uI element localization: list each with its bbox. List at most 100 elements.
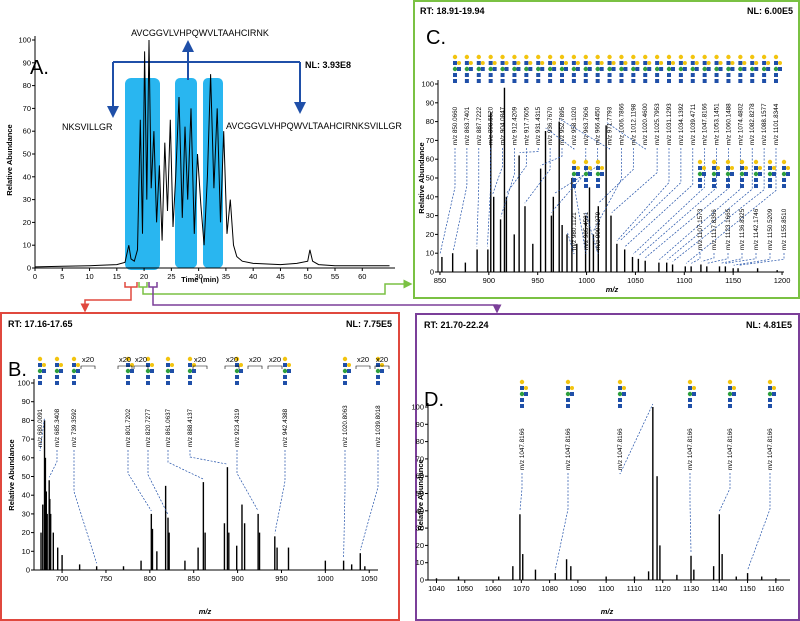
- glycan-icon-part: [667, 73, 671, 77]
- glycan-icon-part: [772, 172, 776, 176]
- glycan-icon-part: [726, 54, 731, 60]
- x-tick-label: 0: [33, 272, 37, 281]
- annotation-label: m/z 1060.1488: [725, 103, 732, 145]
- glycan-icon-part: [732, 392, 736, 396]
- glycan-icon-part: [758, 166, 762, 170]
- glycan-icon-part: [740, 166, 744, 170]
- glycan-icon-part: [187, 368, 193, 374]
- leader-line: [720, 253, 743, 264]
- glycan-icon-part: [595, 66, 600, 72]
- glycan-icon-part: [768, 178, 772, 182]
- y-tick-label: 90: [416, 420, 424, 429]
- glycan-icon-part: [738, 66, 743, 72]
- glycan-icon-part: [631, 66, 636, 72]
- glycan-icon-part: [726, 66, 731, 72]
- glycan-icon-part: [728, 386, 732, 390]
- glycan-icon-part: [536, 66, 541, 72]
- leader-line: [48, 450, 58, 478]
- glycan-icon-part: [587, 67, 592, 71]
- glycan-icon-part: [778, 61, 782, 65]
- annotation-label: m/z 1034.1392: [678, 103, 685, 145]
- glycan-icon-part: [528, 67, 533, 71]
- rt-label: RT: 18.91-19.94: [420, 6, 485, 16]
- annotation-label: m/z 952.7895: [559, 106, 566, 145]
- annotation-label: m/z 1047.8166: [767, 428, 774, 470]
- glycan-icon-part: [739, 159, 745, 165]
- glycan-icon-part: [643, 66, 648, 72]
- glycan-icon-part: [575, 61, 580, 65]
- glycan-icon-part: [694, 61, 699, 65]
- glycan-icon-part: [768, 386, 772, 390]
- glycan-icon-part: [766, 67, 771, 71]
- glycan-icon-part: [750, 73, 755, 77]
- leader-line: [453, 148, 468, 251]
- leader-line: [167, 450, 204, 480]
- glycan-icon-part: [711, 171, 717, 177]
- glycan-icon-part: [536, 54, 541, 60]
- leader-line: [519, 148, 539, 153]
- glycan-icon-part: [647, 61, 652, 65]
- annotation-label: m/z 912.4209: [511, 106, 518, 145]
- x-tick-label: 900: [231, 574, 244, 583]
- leader-line: [672, 148, 765, 262]
- glycan-icon-part: [726, 178, 730, 182]
- glycan-icon-part: [187, 356, 193, 362]
- annotation-label: m/z 1053.1451: [714, 103, 721, 145]
- leader-line: [645, 148, 729, 258]
- x-tick-label: 850: [434, 276, 447, 285]
- leader-line: [585, 212, 599, 255]
- annotation-label: m/z 850.0660: [452, 106, 459, 145]
- leader-line: [659, 148, 741, 260]
- glycan-icon-part: [671, 67, 675, 71]
- zoom-bracket: [247, 365, 263, 369]
- glycan-icon-part: [560, 73, 564, 77]
- annotation-label: m/z 904.0847: [500, 106, 507, 145]
- glycan-icon-part: [125, 368, 131, 374]
- y-tick-label: 10: [23, 241, 31, 250]
- glycan-icon-part: [536, 73, 541, 77]
- annotation-label: m/z 1082.8278: [749, 103, 756, 145]
- glycan-icon-part: [376, 363, 380, 367]
- y-tick-label: 80: [416, 437, 424, 446]
- leader-line: [554, 473, 569, 571]
- glycan-icon-part: [767, 391, 773, 397]
- zoom-label: x20: [376, 355, 388, 364]
- glycan-icon-part: [742, 61, 747, 65]
- x-tick-label: 40: [249, 272, 257, 281]
- annotation-label: m/z 1047.8166: [565, 428, 572, 470]
- glycan-icon-part: [452, 66, 458, 72]
- x-tick-label: 25: [167, 272, 175, 281]
- x-tick-label: 1100: [598, 584, 614, 593]
- glycan-icon-part: [726, 79, 731, 83]
- glycan-icon-part: [716, 166, 720, 170]
- glycan-icon-part: [453, 61, 457, 65]
- glycan-icon-part: [781, 159, 787, 165]
- glycan-icon-part: [130, 369, 134, 373]
- annotation-label: m/z 931.4315: [535, 106, 542, 145]
- glycan-icon-part: [468, 67, 473, 71]
- zoom-label: x20: [82, 355, 94, 364]
- glycan-icon-part: [55, 375, 59, 379]
- glycan-icon-part: [583, 66, 588, 72]
- leader-line: [738, 253, 785, 266]
- glycan-icon-part: [520, 398, 524, 402]
- glycan-icon-part: [283, 375, 287, 379]
- panel-frame: [413, 0, 800, 299]
- annotation-label: m/z 971.7793: [607, 106, 614, 145]
- leader-line: [189, 450, 228, 465]
- glycan-icon-part: [42, 363, 46, 367]
- glycan-icon-part: [524, 61, 529, 65]
- x-tick-label: 35: [222, 272, 230, 281]
- glycan-icon-part: [516, 61, 521, 65]
- glycan-icon-part: [659, 61, 664, 65]
- glycan-icon-part: [750, 61, 755, 65]
- annotation-label: m/z 980.1121: [571, 212, 578, 250]
- glycan-icon-part: [38, 381, 42, 385]
- glycan-icon-part: [730, 172, 734, 176]
- y-tick-label: 80: [426, 117, 434, 126]
- glycan-icon-part: [375, 356, 381, 362]
- glycan-icon-part: [583, 159, 589, 165]
- leader-line: [359, 450, 379, 551]
- glycan-icon-part: [38, 363, 42, 367]
